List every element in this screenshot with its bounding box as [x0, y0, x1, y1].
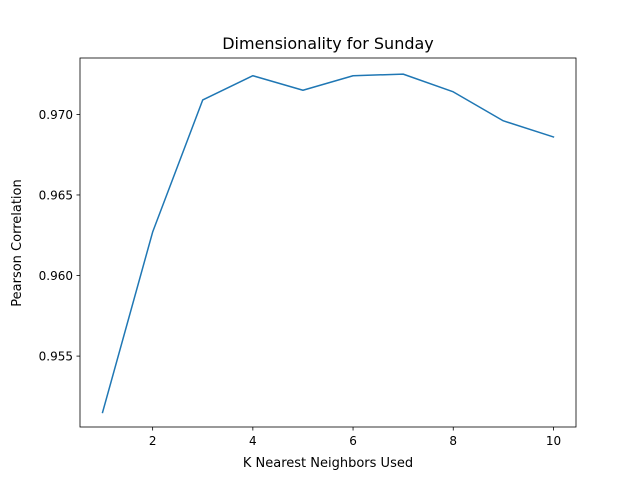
- x-tick-label: 10: [546, 434, 561, 448]
- plot-area: 2 4 6 8 10 0.955 0.960 0.965 0.970: [39, 57, 577, 448]
- y-axis-label: Pearson Correlation: [10, 179, 25, 306]
- x-tick-label: 6: [349, 434, 357, 448]
- y-tick-label: 0.970: [39, 108, 73, 122]
- series-line-0: [101, 73, 555, 414]
- x-tick-label: 8: [449, 434, 457, 448]
- y-tick-label: 0.960: [39, 269, 73, 283]
- x-tick-label: 2: [149, 434, 157, 448]
- x-axis-label: K Nearest Neighbors Used: [243, 456, 413, 471]
- chart-title: Dimensionality for Sunday: [222, 34, 434, 53]
- y-tick-label: 0.965: [39, 188, 73, 202]
- y-tick-label: 0.955: [39, 350, 73, 364]
- axes-frame: [79, 57, 577, 428]
- x-tick-label: 4: [249, 434, 257, 448]
